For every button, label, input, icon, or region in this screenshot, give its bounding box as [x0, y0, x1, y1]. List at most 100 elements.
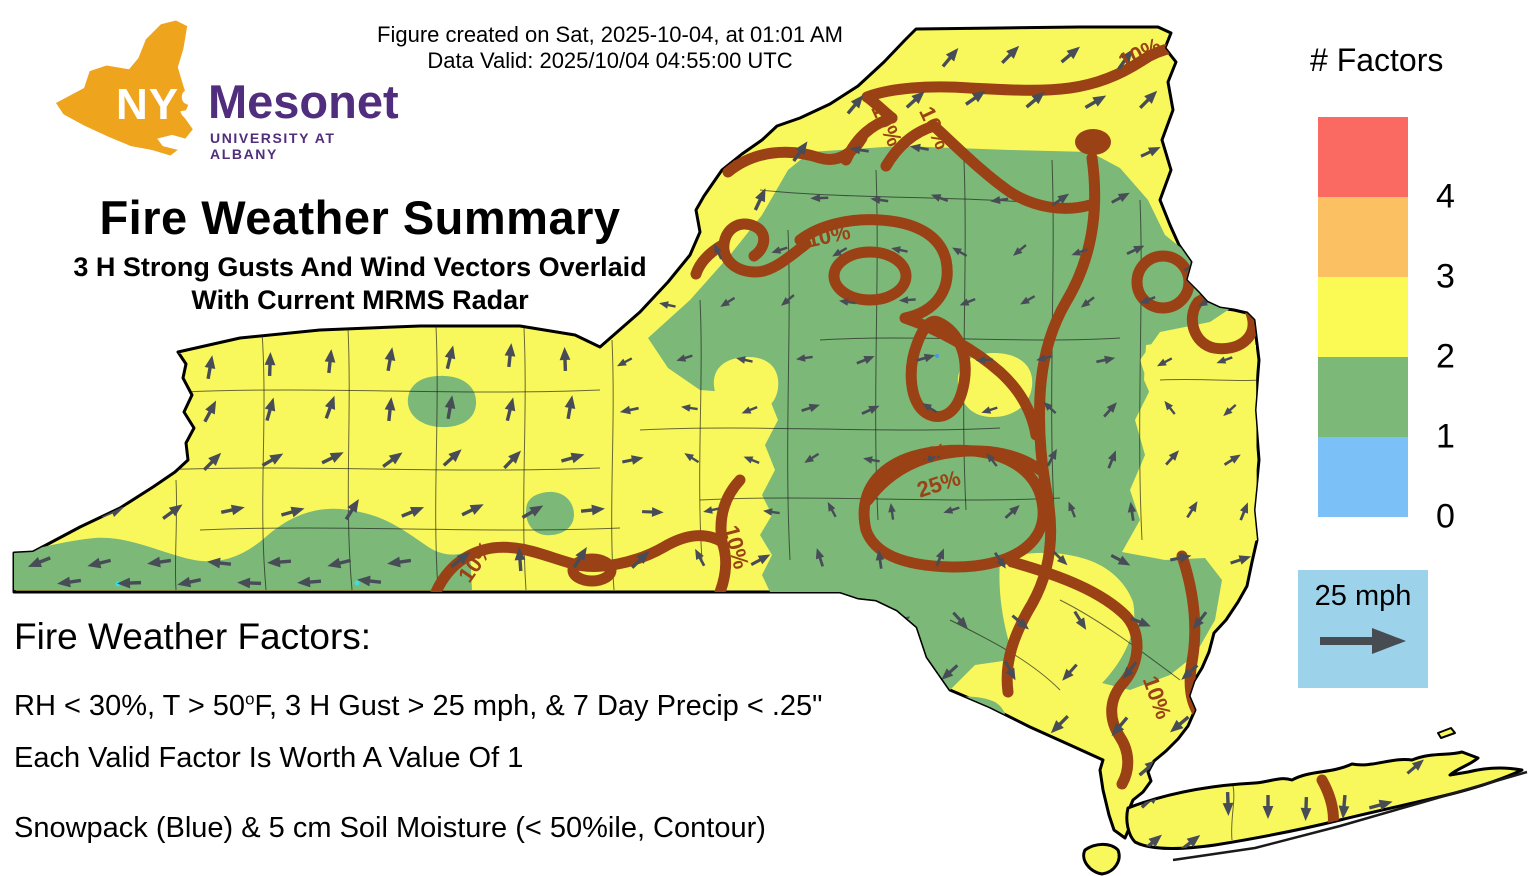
wind-arrow-icon [1156, 357, 1173, 367]
wind-arrow-icon [1050, 715, 1069, 734]
wind-arrow-icon [965, 90, 986, 106]
wind-arrow-icon [1103, 402, 1117, 418]
wind-arrow-icon [801, 403, 820, 413]
wind-arrow-icon [1192, 611, 1208, 630]
wind-arrow-icon [442, 449, 462, 467]
wind-arrow-icon [815, 548, 825, 567]
wind-arrow-icon [981, 406, 998, 414]
wind-arrow-icon [743, 456, 760, 464]
wind-arrow-icon [741, 406, 758, 414]
wind-speed-legend: 25 mph [1298, 570, 1428, 688]
wind-arrow-icon [832, 247, 848, 257]
wind-arrow-icon [401, 506, 425, 518]
wind-arrow-icon [141, 455, 164, 470]
wind-arrow-icon [736, 356, 753, 364]
wind-arrow-icon [630, 550, 650, 569]
logo-university-text: UNIVERSITY AT ALBANY [210, 130, 336, 162]
wind-arrow-icon [838, 298, 856, 306]
wind-arrow-icon [827, 501, 837, 518]
notes-heading: Fire Weather Factors: [14, 616, 372, 657]
ny-state-gold-icon [55, 20, 193, 156]
wind-arrow-icon [117, 577, 142, 589]
soil-moisture-contours [430, 42, 1340, 839]
wind-arrow-icon [1020, 295, 1036, 305]
wind-arrow-icon [1181, 664, 1199, 680]
wind-arrow-icon [695, 548, 706, 567]
wind-arrow-icon [162, 504, 183, 520]
contour-label-layer: 10% 10%10%10%10%25%10% 10%10% [453, 33, 1176, 723]
wind-arrow-icon [384, 397, 396, 422]
factor-criteria-text: RH < 30%, T > 50oF, 3 H Gust > 25 mph, &… [14, 689, 823, 722]
wind-arrow-icon [57, 576, 82, 588]
wind-arrow-icon [619, 405, 639, 415]
wind-arrow-icon [935, 548, 945, 567]
wind-arrow-icon [952, 611, 968, 629]
logo-mesonet-text: Mesonet [208, 75, 399, 128]
wind-arrow-icon [444, 395, 456, 420]
wind-arrow-icon [1406, 759, 1424, 775]
contour-dot [1075, 129, 1111, 155]
legend-value-4: 4 [1436, 177, 1455, 216]
wind-arrow-icon [753, 188, 766, 211]
wind-arrow-icon [1139, 90, 1158, 109]
wind-arrow-icon [387, 556, 412, 568]
wind-arrow-icon [1111, 192, 1130, 204]
wind-arrow-icon [941, 664, 959, 680]
wind-arrow-icon [923, 454, 940, 462]
wind-arrow-icon [280, 506, 305, 518]
wind-arrow-icon [504, 343, 516, 368]
wind-arrow-icon [503, 450, 522, 470]
wind-arrow-icon [324, 395, 336, 419]
wind-arrow-icon [621, 455, 644, 465]
wind-arrow-icon [203, 400, 217, 423]
legend-value-0: 0 [1436, 497, 1455, 536]
legend-color-2 [1318, 277, 1408, 357]
wind-arrow-icon [1001, 45, 1020, 64]
title-block: Fire Weather Summary 3 H Strong Gusts An… [20, 190, 700, 317]
wind-arrow-icon [344, 498, 359, 521]
wind-arrow-icon [1223, 403, 1237, 417]
wind-arrow-icon [863, 456, 880, 464]
wind-arrow-icon [177, 576, 202, 588]
wind-arrow-icon [1130, 616, 1151, 627]
wind-arrow-icon [1110, 554, 1131, 566]
degree-symbol: o [245, 689, 255, 709]
figure-title: Fire Weather Summary [99, 191, 621, 244]
wind-arrow-icon [261, 453, 284, 467]
wind-arrow-icon [909, 143, 929, 153]
wind-arrow-icon [680, 404, 698, 412]
wind-arrow-icon [856, 355, 875, 365]
wind-arrow-icon [1107, 450, 1117, 469]
snowpack-soil-note: Snowpack (Blue) & 5 cm Soil Moisture (< … [14, 812, 766, 844]
wind-arrow-icon [941, 48, 959, 68]
wind-arrow-icon [1004, 660, 1016, 681]
small-island [1437, 727, 1456, 739]
wind-arrow-icon [1140, 147, 1161, 158]
wind-arrow-icon [1126, 245, 1145, 255]
wind-arrow-icon [846, 95, 864, 115]
legend-color-0 [1318, 437, 1408, 517]
wind-arrow-icon [750, 554, 771, 566]
factors-colorbar-labels: 4 3 2 1 0 [1436, 117, 1496, 536]
wind-arrow-icon [264, 352, 276, 377]
wind-arrow-icon [327, 557, 352, 569]
wind-arrow-icon [684, 453, 700, 464]
wind-arrow-icon [703, 506, 720, 514]
legend-value-3: 3 [1436, 257, 1455, 296]
wind-arrow-icon [676, 354, 693, 362]
wind-arrow-icon [1186, 501, 1198, 519]
wind-arrow-icon [1164, 400, 1176, 415]
wind-arrow-icon [870, 195, 889, 205]
long-island-outline [1125, 750, 1524, 850]
wind-arrow-icon [207, 557, 232, 569]
figure-subtitle-line1: 3 H Strong Gusts And Wind Vectors Overla… [73, 252, 647, 282]
wind-arrow-icon [267, 556, 292, 568]
legend-value-2: 2 [1436, 337, 1455, 376]
wind-arrow-icon [905, 91, 925, 109]
wind-arrow-icon [324, 349, 336, 374]
wind-arrow-icon [1300, 796, 1312, 821]
wind-arrow-icon [1117, 49, 1133, 70]
wind-arrow-icon [384, 347, 396, 372]
wind-arrow-icon [952, 247, 968, 257]
